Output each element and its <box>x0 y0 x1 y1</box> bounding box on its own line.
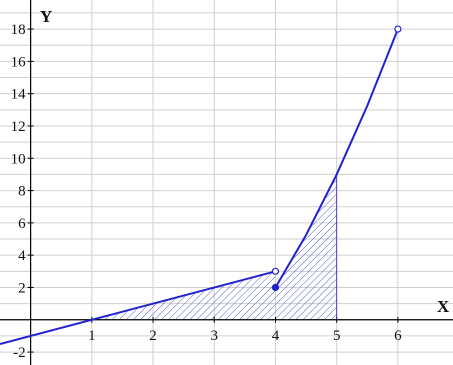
y-tick-label: 10 <box>11 151 26 167</box>
x-tick-label: 1 <box>88 328 96 344</box>
x-tick-label: 3 <box>211 328 219 344</box>
y-tick-label: 6 <box>18 216 26 232</box>
shaded-area <box>91 174 337 320</box>
y-axis-label: Y <box>40 7 52 26</box>
y-tick-label: 14 <box>11 87 27 103</box>
x-tick-label: 4 <box>272 328 280 344</box>
series-line-1 <box>0 270 276 345</box>
series-line-2 <box>274 28 399 288</box>
y-tick-label: 18 <box>11 22 26 38</box>
series-group <box>0 25 402 345</box>
y-tick-label: 4 <box>18 248 26 264</box>
x-tick-label: 5 <box>333 328 341 344</box>
y-tick-label: 2 <box>18 280 26 296</box>
endpoint-filled <box>271 283 280 292</box>
y-tick-label: -2 <box>13 345 26 361</box>
y-tick-label: 16 <box>11 54 27 70</box>
endpoint-open <box>394 25 402 33</box>
x-axis-label: X <box>437 297 450 316</box>
endpoint-open <box>271 267 280 275</box>
x-tick-label: 6 <box>394 328 402 344</box>
y-tick-label: 8 <box>18 184 26 200</box>
x-tick-label: 2 <box>149 328 157 344</box>
y-tick-label: 12 <box>11 119 26 135</box>
